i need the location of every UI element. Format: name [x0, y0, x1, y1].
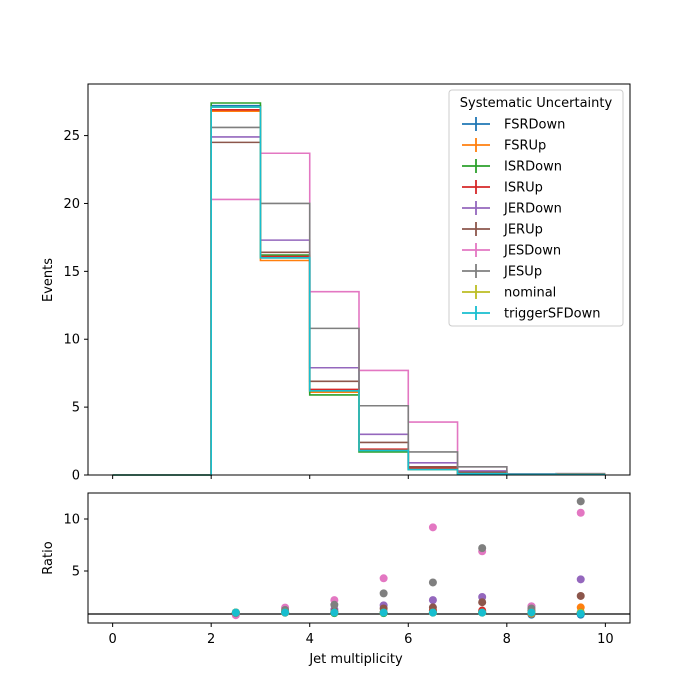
- y-tick-label: 5: [72, 401, 80, 416]
- legend-entry-nominal: nominal: [462, 285, 556, 301]
- legend-box: [448, 89, 624, 327]
- ratio-point-jesdown: [576, 508, 585, 517]
- y-axis-label-events: Events: [41, 258, 56, 302]
- x-tick-label: 6: [404, 632, 412, 647]
- y-tick-label: 15: [63, 265, 80, 280]
- legend-label-fsrdown: FSRDown: [504, 118, 565, 133]
- x-axis-label: Jet multiplicity: [308, 652, 403, 667]
- ratio-point-jesup: [330, 600, 339, 609]
- bottom-axes-frame: [87, 492, 631, 624]
- ratio-y-tick-label: 5: [72, 565, 80, 580]
- y-tick-label: 25: [63, 129, 80, 144]
- ratio-point-jesup: [478, 544, 487, 553]
- x-tick-label: 2: [207, 632, 215, 647]
- ratio-panel: 5 10 0 2 4 6 8 10 Ratio Jet multiplicity: [41, 492, 631, 667]
- legend-entry-fsrup: FSRUp: [462, 138, 546, 154]
- ratio-point-jesup: [428, 578, 437, 587]
- legend-label-jesup: JESUp: [503, 265, 542, 280]
- legend-title: Systematic Uncertainty: [460, 96, 613, 111]
- legend-entry-jesdown: JESDown: [462, 243, 561, 259]
- y-tick-label: 0: [72, 469, 80, 484]
- ratio-point-jesup: [379, 589, 388, 598]
- ratio-point-jerup: [576, 591, 585, 600]
- y-tick-label: 10: [63, 333, 80, 348]
- top-axes-frame: [87, 83, 631, 476]
- legend-label-jerup: JERUp: [503, 223, 543, 238]
- top-x-ticks: [112, 475, 606, 479]
- ratio-point-jerdown: [576, 575, 585, 584]
- ratio-points-group: [231, 497, 585, 620]
- legend-label-jesdown: JESDown: [503, 244, 561, 259]
- legend-label-isrup: ISRUp: [504, 181, 543, 196]
- ratio-point-triggersfdown: [478, 608, 487, 617]
- x-tick-label: 4: [306, 632, 314, 647]
- ratio-point-jesup: [576, 497, 585, 506]
- ratio-point-jerdown: [428, 596, 437, 605]
- ratio-point-triggersfdown: [576, 609, 585, 618]
- legend-entry-jerdown: JERDown: [462, 201, 562, 217]
- legend-entry-jerup: JERUp: [462, 222, 543, 238]
- x-tick-label: 0: [108, 632, 116, 647]
- legend-label-nominal: nominal: [504, 286, 556, 301]
- legend-label-fsrup: FSRUp: [504, 139, 546, 154]
- ratio-point-triggersfdown: [428, 608, 437, 617]
- ratio-point-triggersfdown: [527, 608, 536, 617]
- legend-label-isrdown: ISRDown: [504, 160, 562, 175]
- legend-label-jerdown: JERDown: [503, 202, 562, 217]
- legend-entry-fsrdown: FSRDown: [462, 117, 565, 133]
- legend-entry-jesup: JESUp: [462, 264, 542, 280]
- legend-entries: FSRDown FSRUp ISRDown ISRUp JERDown JERUp JESD…: [462, 117, 600, 322]
- legend-entry-isrup: ISRUp: [462, 180, 543, 196]
- bottom-y-ticks: 5 10: [63, 513, 88, 580]
- y-axis-label-ratio: Ratio: [41, 541, 56, 574]
- ratio-point-triggersfdown: [330, 608, 339, 617]
- ratio-point-triggersfdown: [281, 608, 290, 617]
- y-tick-label: 20: [63, 197, 80, 212]
- top-y-ticks: 0 5 10 15 20 25: [63, 129, 88, 484]
- bottom-x-ticks: 0 2 4 6 8 10: [108, 623, 614, 647]
- legend-label-triggersfdown: triggerSFDown: [504, 307, 600, 322]
- histogram-panel: 0 5 10 15 20 25 Events: [41, 83, 631, 484]
- ratio-y-tick-label: 10: [63, 513, 80, 528]
- ratio-point-triggersfdown: [231, 608, 240, 617]
- ratio-point-triggersfdown: [379, 608, 388, 617]
- histogram-line-triggersfdown: [112, 106, 606, 476]
- ratio-point-jesdown: [379, 574, 388, 583]
- histogram-series-group: [112, 102, 606, 476]
- x-tick-label: 8: [503, 632, 511, 647]
- legend-entry-triggersfdown: triggerSFDown: [462, 306, 600, 322]
- x-tick-label: 10: [597, 632, 614, 647]
- legend: Systematic Uncertainty FSRDown FSRUp ISRDo…: [448, 89, 624, 327]
- ratio-point-jerup: [478, 598, 487, 607]
- legend-entry-isrdown: ISRDown: [462, 159, 562, 175]
- ratio-point-jesdown: [428, 523, 437, 532]
